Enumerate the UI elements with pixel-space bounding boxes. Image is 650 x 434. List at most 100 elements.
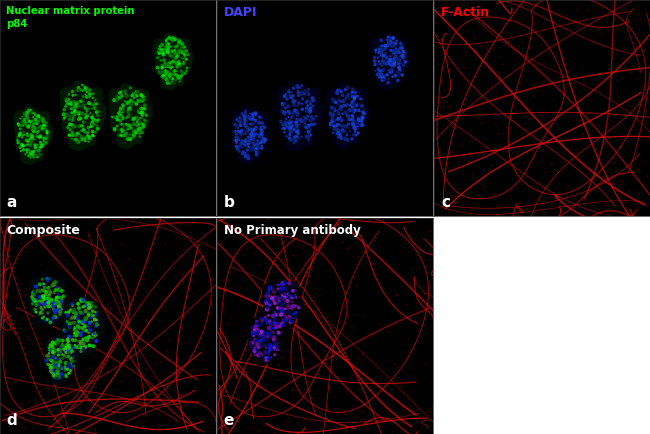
Point (32, 130, 42, 137)
Point (63, 346, 73, 353)
Point (390, 323, 400, 330)
Point (168, 49, 179, 56)
Point (175, 76, 185, 83)
Point (236, 292, 246, 299)
Point (0, 266, 8, 273)
Point (51, 347, 61, 354)
Point (255, 389, 265, 396)
Point (566, 203, 576, 210)
Point (25, 410, 35, 417)
Point (416, 429, 426, 434)
Point (323, 236, 333, 243)
Point (75, 339, 86, 345)
Point (84, 319, 95, 326)
Point (451, 198, 462, 205)
Point (252, 322, 263, 329)
Point (300, 87, 310, 94)
Point (174, 61, 185, 68)
Point (343, 246, 353, 253)
Point (333, 134, 343, 141)
Point (277, 306, 287, 313)
Point (391, 292, 401, 299)
Point (27, 293, 37, 300)
Point (244, 302, 255, 309)
Point (123, 122, 133, 129)
Point (18, 146, 29, 153)
Point (154, 261, 164, 268)
Point (67, 302, 77, 309)
Point (86, 318, 97, 325)
Point (430, 70, 440, 77)
Point (326, 104, 337, 111)
Point (625, 59, 636, 66)
Point (353, 253, 363, 260)
Point (161, 76, 171, 83)
Point (430, 27, 440, 34)
Point (62, 125, 73, 132)
Point (382, 57, 393, 64)
Point (253, 352, 263, 359)
Point (167, 47, 177, 54)
Point (278, 294, 288, 301)
Point (173, 48, 183, 55)
Point (263, 349, 273, 356)
Point (255, 337, 266, 344)
Point (216, 403, 227, 410)
Point (175, 72, 185, 79)
Point (46, 318, 56, 325)
Point (177, 49, 187, 56)
Point (36, 141, 46, 148)
Point (259, 138, 270, 145)
Point (134, 121, 144, 128)
Point (132, 122, 142, 128)
Point (157, 73, 167, 80)
Point (244, 346, 254, 353)
Point (92, 100, 102, 107)
Point (456, 129, 467, 136)
Point (62, 321, 72, 328)
Point (114, 132, 124, 139)
Point (389, 62, 399, 69)
Point (284, 280, 294, 287)
Point (213, 248, 224, 255)
Point (133, 97, 143, 104)
Point (376, 76, 387, 83)
Point (250, 124, 261, 131)
Point (183, 320, 193, 327)
Point (125, 402, 135, 409)
Point (161, 43, 171, 50)
Point (278, 281, 289, 288)
Point (81, 135, 92, 141)
Point (253, 428, 263, 434)
Point (294, 135, 304, 141)
Point (58, 346, 69, 353)
Point (77, 111, 88, 118)
Point (111, 115, 121, 122)
Point (256, 350, 266, 357)
Point (259, 341, 270, 348)
Point (293, 330, 304, 337)
Point (150, 395, 161, 402)
Point (60, 360, 71, 367)
Point (61, 373, 72, 380)
Point (280, 121, 291, 128)
Point (386, 58, 396, 65)
Point (39, 122, 49, 129)
Point (252, 151, 262, 158)
Point (40, 135, 51, 142)
Point (40, 285, 50, 292)
Point (508, 149, 518, 156)
Point (571, 146, 582, 153)
Point (399, 286, 410, 293)
Point (233, 145, 243, 152)
Point (347, 115, 358, 122)
Point (269, 293, 280, 300)
Point (89, 102, 99, 108)
Point (46, 297, 57, 304)
Point (174, 50, 184, 57)
Point (80, 105, 90, 112)
Point (83, 124, 94, 131)
Point (288, 112, 298, 119)
Point (293, 110, 304, 117)
Point (51, 294, 62, 301)
